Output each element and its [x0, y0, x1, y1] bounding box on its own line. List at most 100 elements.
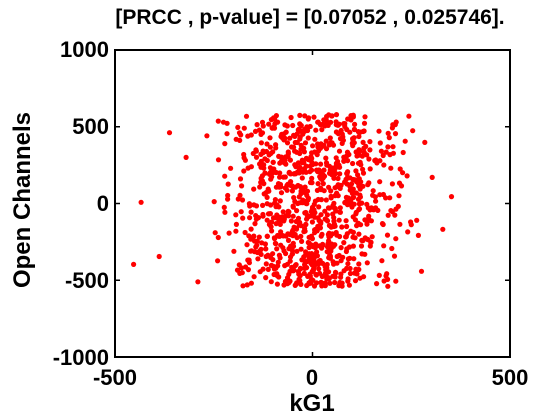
data-point — [318, 219, 324, 225]
data-point — [337, 205, 343, 211]
data-point — [343, 218, 349, 224]
data-point — [298, 246, 304, 252]
data-point — [215, 258, 221, 264]
y-tick-label: -1000 — [53, 345, 109, 370]
data-point — [377, 179, 383, 185]
data-point — [296, 200, 303, 206]
data-point — [266, 211, 272, 217]
data-point — [356, 133, 362, 140]
data-point — [264, 217, 270, 223]
data-point — [236, 130, 243, 136]
data-point — [347, 255, 353, 261]
data-point — [324, 218, 331, 224]
data-point — [256, 234, 262, 240]
data-point — [309, 150, 315, 156]
data-point — [356, 261, 362, 267]
data-point — [297, 164, 303, 170]
data-point — [353, 149, 359, 155]
data-point — [247, 215, 253, 221]
data-point — [422, 139, 428, 145]
data-point — [351, 135, 357, 141]
data-point — [348, 117, 354, 123]
data-point — [261, 162, 267, 168]
data-point — [324, 249, 330, 255]
data-point — [271, 166, 277, 172]
data-point — [262, 156, 268, 162]
data-point — [284, 123, 290, 129]
data-point — [344, 175, 351, 181]
data-point — [319, 127, 325, 133]
data-point — [298, 146, 304, 152]
data-point — [351, 126, 358, 133]
data-point — [268, 224, 274, 230]
data-point — [328, 188, 334, 194]
data-point — [246, 233, 252, 239]
data-point — [341, 158, 347, 164]
data-point — [356, 183, 362, 189]
data-point — [386, 135, 392, 141]
data-point — [322, 208, 328, 214]
data-point — [325, 241, 331, 247]
data-point — [243, 113, 250, 119]
data-point — [285, 208, 291, 214]
data-point — [350, 176, 356, 183]
data-point — [370, 188, 376, 194]
data-point — [289, 264, 295, 270]
data-point — [204, 133, 210, 139]
data-points — [131, 112, 455, 289]
data-point — [226, 230, 232, 236]
data-point — [284, 140, 291, 146]
data-point — [397, 221, 403, 227]
data-point — [283, 129, 289, 135]
data-point — [372, 157, 378, 164]
x-tick-label: 500 — [492, 365, 529, 390]
data-point — [351, 256, 357, 262]
data-point — [364, 152, 370, 158]
data-point — [332, 170, 338, 176]
data-point — [324, 261, 330, 268]
data-point — [395, 203, 401, 209]
data-point — [356, 231, 362, 237]
data-point — [246, 260, 252, 266]
data-point — [131, 261, 137, 267]
data-point — [138, 199, 144, 205]
data-point — [300, 169, 306, 175]
data-point — [288, 218, 294, 224]
data-point — [242, 157, 248, 163]
data-point — [293, 226, 300, 232]
data-point — [332, 279, 338, 286]
data-point — [391, 253, 398, 259]
data-point — [326, 142, 332, 148]
data-point — [414, 217, 420, 223]
data-point — [323, 197, 329, 203]
data-point — [316, 204, 322, 210]
data-point — [333, 129, 339, 135]
data-point — [277, 255, 283, 261]
data-point — [380, 191, 386, 198]
data-point — [264, 233, 270, 239]
data-point — [211, 199, 217, 205]
data-point — [338, 271, 344, 277]
data-point — [274, 246, 280, 252]
data-point — [337, 171, 343, 177]
data-point — [297, 121, 303, 127]
data-point — [258, 246, 264, 252]
data-point — [307, 254, 313, 260]
data-point — [244, 242, 250, 248]
data-point — [324, 118, 330, 125]
data-point — [261, 191, 267, 197]
data-point — [248, 164, 254, 170]
data-point — [295, 127, 301, 133]
data-point — [294, 248, 300, 254]
data-point — [273, 221, 279, 227]
data-point — [278, 190, 285, 196]
data-point — [343, 194, 349, 200]
data-point — [215, 157, 222, 163]
data-point — [364, 221, 370, 227]
data-point — [355, 177, 361, 183]
data-point — [220, 119, 227, 125]
data-point — [372, 194, 378, 200]
data-point — [290, 213, 296, 219]
data-point — [350, 195, 356, 201]
